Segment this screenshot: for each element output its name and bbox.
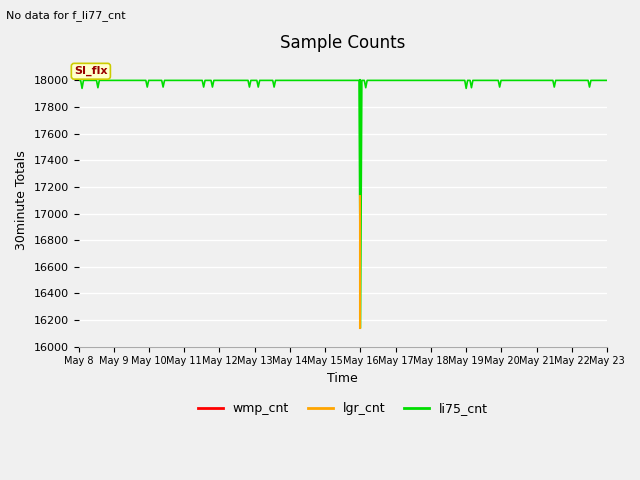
Title: Sample Counts: Sample Counts — [280, 34, 406, 52]
Legend: wmp_cnt, lgr_cnt, li75_cnt: wmp_cnt, lgr_cnt, li75_cnt — [193, 397, 493, 420]
Y-axis label: 30minute Totals: 30minute Totals — [15, 150, 28, 250]
Text: No data for f_li77_cnt: No data for f_li77_cnt — [6, 10, 126, 21]
X-axis label: Time: Time — [328, 372, 358, 385]
Text: SI_flx: SI_flx — [74, 66, 108, 76]
